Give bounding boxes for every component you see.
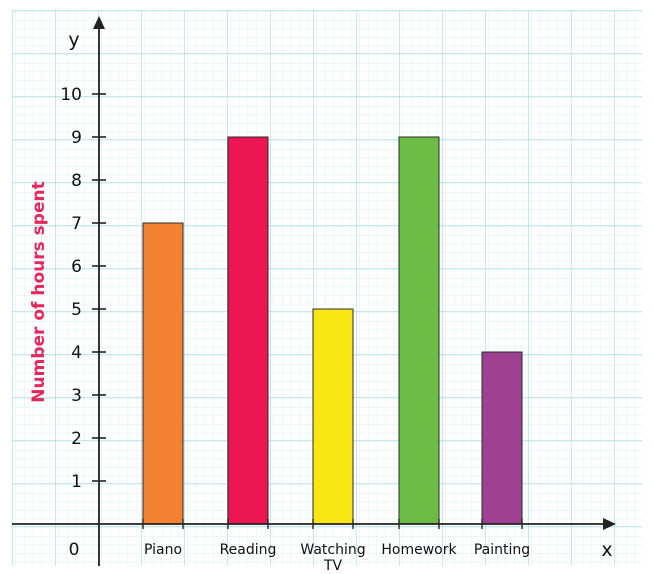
y-tick-label: 9 — [71, 128, 82, 148]
y-tick-label: 10 — [60, 85, 82, 105]
y-tick-label: 7 — [71, 214, 82, 234]
bars — [142, 136, 523, 525]
y-tick-label: 5 — [71, 300, 82, 320]
x-category-label: Watching TV — [300, 542, 365, 574]
x-category-label: Homework — [381, 542, 457, 558]
y-axis-title: Number of hours spent — [29, 181, 49, 402]
y-axis-arrow — [93, 16, 105, 29]
x-axis-letter: x — [601, 539, 612, 561]
y-tick-label: 6 — [71, 257, 82, 277]
x-category-label: Piano — [144, 542, 182, 558]
x-axis-arrow — [603, 518, 616, 530]
y-tick-label: 8 — [71, 171, 82, 191]
bar-1 — [227, 136, 269, 525]
y-tick-label: 2 — [71, 429, 82, 449]
x-category-label: Reading — [220, 542, 277, 558]
y-tick-label: 3 — [71, 386, 82, 406]
x-category-labels: Piano Reading Watching TV Homework Painting — [142, 519, 530, 574]
y-tick-label: 1 — [71, 472, 82, 492]
bar-2 — [312, 308, 354, 525]
y-tick-label: 4 — [71, 343, 82, 363]
bar-3 — [398, 136, 440, 525]
axes — [12, 16, 616, 566]
origin-label: 0 — [69, 540, 80, 560]
x-category-label: Painting — [474, 542, 530, 558]
y-axis-letter: y — [68, 29, 79, 51]
y-ticks: 1 2 3 4 5 6 7 8 9 10 — [60, 85, 106, 492]
bar-4 — [481, 351, 523, 525]
bar-0 — [142, 222, 184, 525]
